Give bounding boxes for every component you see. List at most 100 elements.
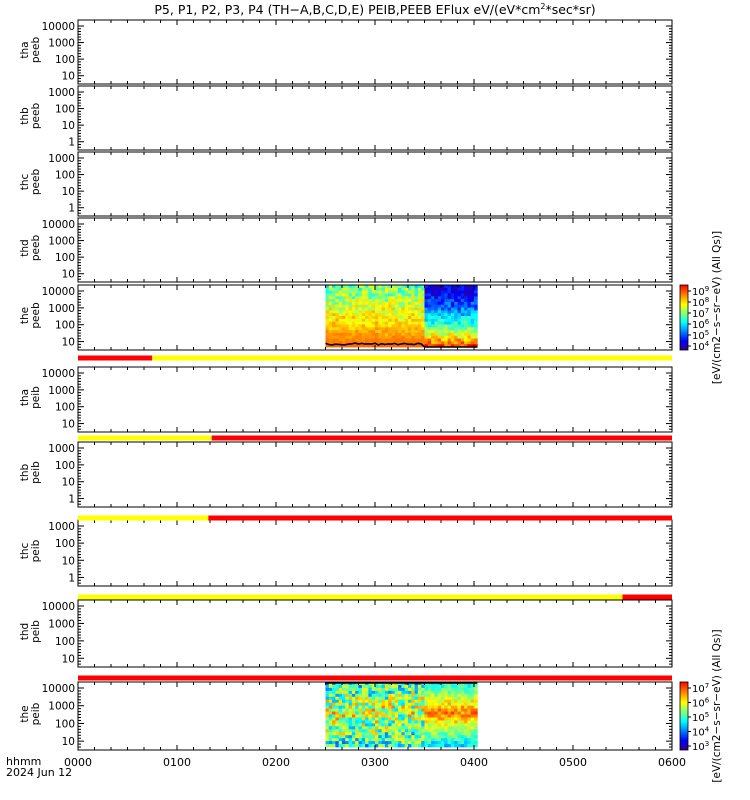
heatmap-cell <box>401 696 406 701</box>
heatmap-cell <box>450 711 455 715</box>
heatmap-cell <box>431 301 435 306</box>
heatmap-cell <box>328 714 333 718</box>
heatmap-cell <box>368 338 373 342</box>
heatmap-cell <box>325 708 330 712</box>
heatmap-cell <box>398 696 402 701</box>
heatmap-cell <box>408 285 412 289</box>
y-tick-label: 10 <box>62 477 75 489</box>
heatmap-cell <box>434 705 439 709</box>
heatmap-cell <box>381 332 386 337</box>
heatmap-cell <box>434 696 439 701</box>
heatmap-cell <box>474 318 478 323</box>
heatmap-cell <box>474 330 478 334</box>
heatmap-cell <box>361 285 366 289</box>
heatmap-cell <box>332 330 336 334</box>
heatmap-cell <box>338 717 343 721</box>
heatmap-cell <box>394 738 399 742</box>
heatmap-cell <box>351 702 356 707</box>
heatmap-cell <box>470 738 475 742</box>
heatmap-cell <box>441 741 445 745</box>
heatmap-cell <box>325 744 330 748</box>
heatmap-cell <box>388 702 392 707</box>
heatmap-cell <box>371 290 376 294</box>
heatmap-cell <box>325 699 330 704</box>
heatmap-cell <box>381 684 386 689</box>
heatmap-cell <box>447 293 452 297</box>
heatmap-cell <box>342 318 346 323</box>
heatmap-cell <box>365 318 369 323</box>
heatmap-cell <box>408 296 412 300</box>
heatmap-cell <box>325 332 330 337</box>
heatmap-cell <box>470 687 475 692</box>
heatmap-cell <box>467 318 472 323</box>
heatmap-cell <box>388 335 392 339</box>
heatmap-cell <box>345 310 349 314</box>
heatmap-cell <box>464 693 468 698</box>
heatmap-cell <box>401 290 406 294</box>
heatmap-cell <box>401 726 406 730</box>
heatmap-cell <box>378 696 382 701</box>
heatmap-cell <box>342 324 346 328</box>
colorbar-label: [eV/(cm2−s−sr−eV) (All Qs)] <box>711 629 723 782</box>
heatmap-cell <box>328 693 333 698</box>
heatmap-cell <box>355 684 359 689</box>
heatmap-cell <box>368 711 373 715</box>
heatmap-cell <box>424 293 429 297</box>
heatmap-cell <box>394 696 399 701</box>
heatmap-cell <box>404 744 409 748</box>
heatmap-cell <box>351 332 356 337</box>
heatmap-cell <box>388 723 392 727</box>
heatmap-cell <box>450 318 455 323</box>
heatmap-cell <box>464 717 468 721</box>
heatmap-cell <box>444 299 448 303</box>
heatmap-cell <box>338 296 343 300</box>
heatmap-cell <box>384 720 389 724</box>
heatmap-cell <box>464 290 468 294</box>
heatmap-cell <box>411 735 415 739</box>
heatmap-cell <box>474 726 478 730</box>
heatmap-cell <box>381 293 386 297</box>
heatmap-cell <box>444 711 448 715</box>
heatmap-cell <box>421 687 425 692</box>
heatmap-cell <box>408 723 412 727</box>
heatmap-cell <box>335 304 340 308</box>
heatmap-cell <box>404 299 409 303</box>
heatmap-cell <box>371 335 376 339</box>
y-tick-label: 100 <box>55 636 75 648</box>
heatmap-cell <box>384 705 389 709</box>
heatmap-cell <box>427 316 432 320</box>
heatmap-cell <box>328 332 333 337</box>
heatmap-cell <box>408 310 412 314</box>
heatmap-cell <box>365 696 369 701</box>
heatmap-cell <box>417 307 422 311</box>
heatmap-cell <box>444 290 448 294</box>
heatmap-cell <box>378 693 382 698</box>
heatmap-cell <box>457 726 462 730</box>
heatmap-cell <box>437 735 442 739</box>
heatmap-cell <box>401 717 406 721</box>
heatmap-cell <box>441 304 445 308</box>
heatmap-cell <box>401 293 406 297</box>
heatmap-cell <box>411 313 415 317</box>
heatmap-cell <box>421 717 425 721</box>
heatmap-cell <box>447 684 452 689</box>
heatmap-cell <box>404 327 409 331</box>
heatmap-cell <box>355 285 359 289</box>
heatmap-cell <box>470 729 475 733</box>
heatmap-cell <box>447 299 452 303</box>
heatmap-cell <box>381 705 386 709</box>
heatmap-cell <box>338 699 343 704</box>
heatmap-cell <box>378 684 382 689</box>
colorbar-tick-label: 103 <box>692 740 709 753</box>
heatmap-cell <box>474 738 478 742</box>
heatmap-cell <box>454 690 458 695</box>
heatmap-cell <box>345 687 349 692</box>
heatmap-cell <box>417 735 422 739</box>
heatmap-cell <box>375 684 379 689</box>
colorbar-tick-label: 106 <box>692 318 710 331</box>
heatmap-cell <box>431 313 435 317</box>
heatmap-cell <box>417 708 422 712</box>
heatmap-cell <box>348 316 353 320</box>
heatmap-cell <box>411 285 415 289</box>
heatmap-cell <box>434 717 439 721</box>
